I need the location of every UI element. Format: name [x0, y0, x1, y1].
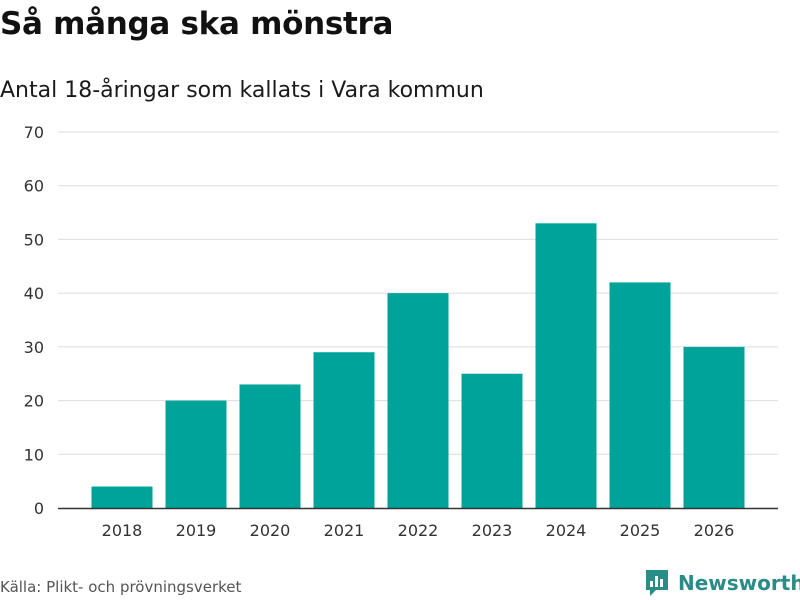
newsworthy-logo[interactable]: Newsworthy [644, 568, 800, 598]
y-tick-label-60: 60 [24, 177, 44, 196]
x-axis-ticks: 2018 2019 2020 2021 2022 2023 2024 2025 2026 [102, 521, 735, 540]
brand-name: Newsworthy [678, 571, 800, 595]
y-tick-label-70: 70 [24, 123, 44, 142]
bar-2018[interactable] [91, 486, 153, 508]
y-tick-label-0: 0 [34, 499, 44, 518]
x-tick-label-2020: 2020 [250, 521, 291, 540]
x-tick-label-2023: 2023 [472, 521, 513, 540]
x-tick-label-2026: 2026 [694, 521, 735, 540]
y-tick-label-30: 30 [24, 338, 44, 357]
bar-2024[interactable] [535, 223, 597, 509]
newsworthy-chart-icon [646, 570, 668, 596]
y-tick-label-40: 40 [24, 284, 44, 303]
bars [91, 223, 745, 509]
x-tick-label-2024: 2024 [546, 521, 587, 540]
y-tick-label-20: 20 [24, 392, 44, 411]
y-tick-label-50: 50 [24, 230, 44, 249]
bar-2025[interactable] [609, 282, 671, 508]
chart-title: Så många ska mönstra [0, 6, 394, 42]
bar-2023[interactable] [461, 373, 523, 508]
x-tick-label-2022: 2022 [398, 521, 439, 540]
bar-2021[interactable] [313, 352, 375, 508]
source-note: Källa: Plikt- och prövningsverket [0, 578, 242, 596]
bar-2019[interactable] [165, 400, 227, 508]
y-tick-label-10: 10 [24, 445, 44, 464]
x-tick-label-2025: 2025 [620, 521, 661, 540]
bar-2020[interactable] [239, 384, 301, 508]
x-tick-label-2019: 2019 [176, 521, 217, 540]
y-axis-ticks: 0 10 20 30 40 50 60 70 [24, 123, 44, 518]
bar-2022[interactable] [387, 293, 449, 508]
bar-2026[interactable] [683, 346, 745, 508]
x-tick-label-2018: 2018 [102, 521, 143, 540]
x-tick-label-2021: 2021 [324, 521, 365, 540]
chart-subtitle: Antal 18-åringar som kallats i Vara komm… [0, 78, 484, 103]
